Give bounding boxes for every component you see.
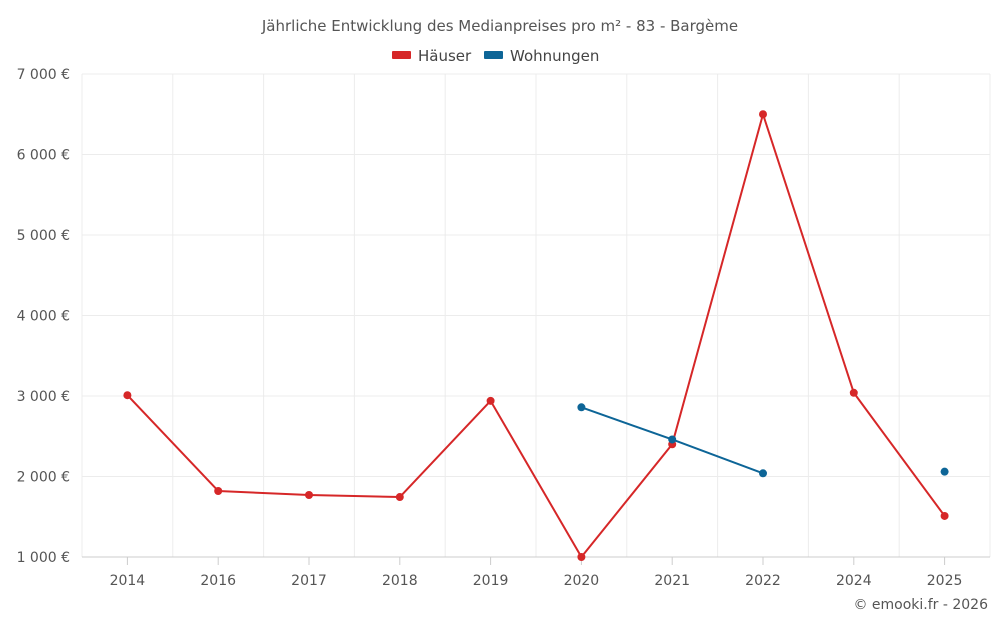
x-tick-label: 2024 [836,573,872,589]
y-tick-label: 2 000 € [17,470,70,486]
legend-swatch-haeuser [392,51,411,59]
legend-item-haeuser[interactable]: Häuser [392,47,472,65]
legend-item-wohnungen[interactable]: Wohnungen [484,47,599,65]
series-wohnungen [577,403,949,478]
y-tick-label: 1 000 € [17,550,70,566]
x-tick-label: 2021 [654,573,690,589]
legend-label-wohnungen: Wohnungen [510,47,599,65]
data-point[interactable] [486,396,495,405]
x-tick-label: 2025 [927,573,963,589]
data-point[interactable] [214,486,223,495]
y-tick-label: 6 000 € [17,148,70,164]
x-tick-label: 2016 [200,573,236,589]
series [123,110,949,561]
data-point[interactable] [940,511,949,520]
data-point[interactable] [759,110,767,119]
x-tick-label: 2014 [110,573,146,589]
data-point[interactable] [668,435,677,444]
grid [81,73,991,558]
y-tick-label: 4 000 € [17,309,70,325]
legend-swatch-wohnungen [484,51,503,59]
x-tick-label: 2019 [473,573,509,589]
data-point[interactable] [305,491,313,500]
x-tick-label: 2022 [745,573,781,589]
axes: 1 000 € 2 000 € 3 000 € 4 000 € 5 000 € 6 000… [17,67,990,589]
x-tick-label: 2017 [291,573,327,589]
y-tick-label: 7 000 € [17,67,70,83]
data-point[interactable] [759,469,767,478]
credit-text: © emooki.fr - 2026 [853,597,988,613]
y-tick-label: 3 000 € [17,389,70,405]
legend-label-haeuser: Häuser [418,47,472,65]
data-point[interactable] [123,391,132,400]
series-line [126,113,946,558]
chart-title: Jährliche Entwicklung des Medianpreises … [261,17,738,35]
y-tick-label: 5 000 € [17,228,70,244]
data-point[interactable] [395,493,404,502]
data-point[interactable] [849,388,858,397]
data-point[interactable] [577,403,586,412]
data-point[interactable] [940,467,949,476]
x-tick-label: 2018 [382,573,418,589]
legend: Häuser Wohnungen [392,47,599,65]
data-point[interactable] [577,553,586,561]
x-tick-label: 2020 [564,573,600,589]
